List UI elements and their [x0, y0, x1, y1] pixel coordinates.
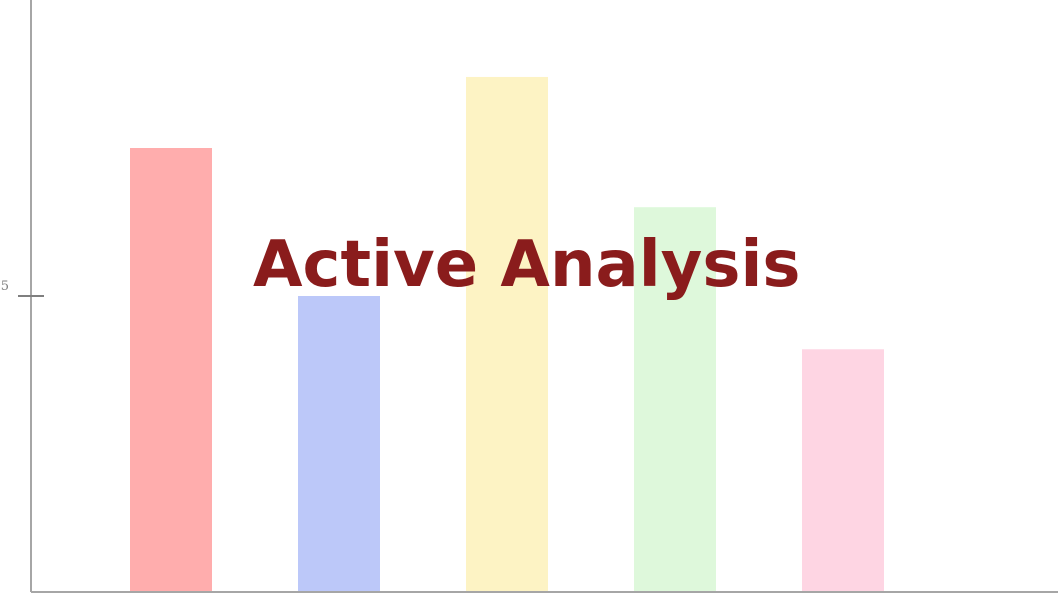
- chart-title: Active Analysis: [253, 228, 801, 302]
- bar-1: [130, 148, 212, 592]
- bar-4: [634, 207, 716, 592]
- bar-5: [802, 349, 884, 592]
- ticks-group: 5: [1, 279, 44, 297]
- bar-2: [298, 296, 380, 592]
- bars-group: [130, 76, 884, 592]
- y-tick-label: 5: [1, 279, 9, 294]
- bar-3: [466, 76, 548, 592]
